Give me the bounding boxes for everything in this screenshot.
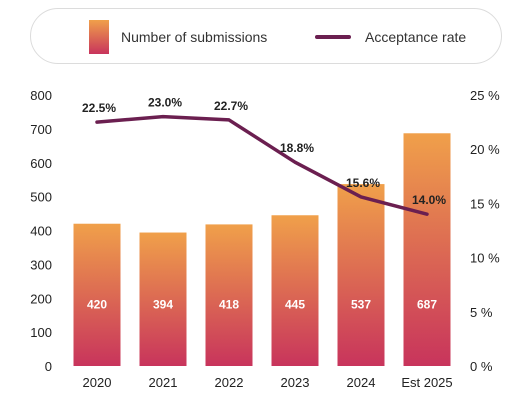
right-tick-label: 20 % [470, 142, 500, 157]
line-series [95, 114, 429, 216]
legend-bar-swatch [89, 20, 109, 54]
x-tick-label: 2020 [83, 375, 112, 390]
left-tick-label: 600 [30, 156, 52, 171]
legend-item-submissions: Number of submissions [89, 9, 267, 65]
left-tick-label: 300 [30, 257, 52, 272]
left-tick-label: 700 [30, 122, 52, 137]
left-axis-ticks: 0 100 200 300 400 500 600 700 800 [30, 88, 52, 374]
bar-series [73, 133, 451, 366]
line-data-label: 22.5% [82, 101, 116, 115]
line-data-label: 22.7% [214, 99, 248, 113]
right-tick-label: 0 % [470, 359, 493, 374]
bar [271, 215, 319, 366]
legend-item-acceptance: Acceptance rate [315, 9, 466, 65]
line-data-label: 14.0% [412, 193, 446, 207]
legend-label-acceptance: Acceptance rate [365, 29, 467, 45]
bar [403, 133, 451, 366]
bar-data-label: 394 [153, 297, 173, 311]
line-data-label: 15.6% [346, 176, 380, 190]
left-tick-label: 0 [45, 359, 52, 374]
bar [73, 223, 121, 366]
bar-data-label: 418 [219, 297, 239, 311]
right-tick-label: 15 % [470, 196, 500, 211]
right-tick-label: 25 % [470, 88, 500, 103]
right-axis-ticks: 0 % 5 % 10 % 15 % 20 % 25 % [470, 88, 500, 374]
acceptance-rate-line [95, 114, 429, 216]
bar-data-label: 420 [87, 297, 107, 311]
line-data-labels: 22.5% 23.0% 22.7% 18.8% 15.6% 14.0% [82, 96, 446, 208]
x-tick-label: 2023 [281, 375, 310, 390]
right-tick-label: 5 % [470, 305, 493, 320]
bar-data-labels: 420 394 418 445 537 687 [87, 297, 437, 311]
bar-data-label: 537 [351, 297, 371, 311]
x-axis-ticks: 2020 2021 2022 2023 2024 Est 2025 [83, 375, 453, 390]
x-tick-label: 2022 [215, 375, 244, 390]
bar [205, 224, 253, 366]
x-tick-label: 2024 [347, 375, 376, 390]
left-tick-label: 800 [30, 88, 52, 103]
legend-line-swatch [315, 35, 351, 39]
bar-data-label: 445 [285, 297, 305, 311]
right-tick-label: 10 % [470, 251, 500, 266]
left-tick-label: 200 [30, 291, 52, 306]
x-tick-label: Est 2025 [401, 375, 452, 390]
x-tick-label: 2021 [149, 375, 178, 390]
bar [139, 232, 187, 366]
left-tick-label: 500 [30, 190, 52, 205]
line-data-label: 18.8% [280, 141, 314, 155]
bar-data-label: 687 [417, 297, 437, 311]
line-data-label: 23.0% [148, 96, 182, 110]
chart-legend: Number of submissions Acceptance rate [30, 8, 502, 64]
bar [337, 184, 385, 366]
left-tick-label: 400 [30, 224, 52, 239]
legend-label-submissions: Number of submissions [121, 29, 268, 45]
left-tick-label: 100 [30, 325, 52, 340]
